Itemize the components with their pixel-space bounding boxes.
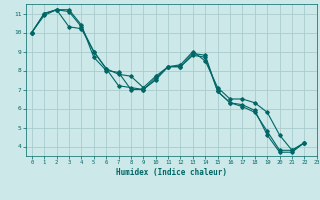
- X-axis label: Humidex (Indice chaleur): Humidex (Indice chaleur): [116, 168, 227, 177]
